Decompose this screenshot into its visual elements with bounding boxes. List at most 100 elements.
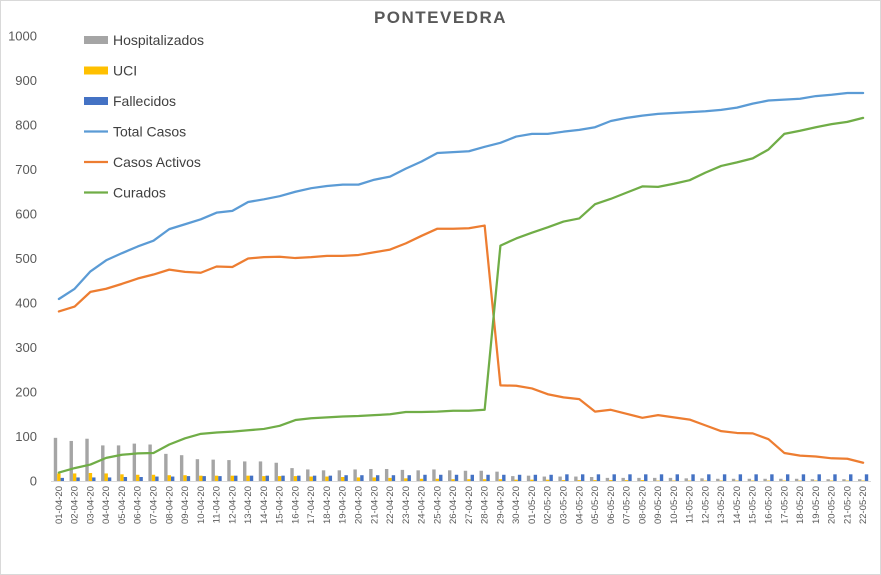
bar-uci: [151, 474, 156, 481]
bar-uci: [561, 480, 566, 481]
bar-hospitalizados: [85, 438, 89, 481]
bar-hospitalizados: [243, 461, 247, 481]
bar-hospitalizados: [101, 445, 105, 481]
bar-uci: [199, 475, 203, 481]
bar-uci: [57, 473, 61, 481]
bar-fallecidos: [312, 475, 317, 481]
x-tick-label: 01-04-20: [54, 486, 65, 524]
x-tick-label: 20-05-20: [827, 486, 838, 524]
bar-fallecidos: [754, 474, 758, 481]
bar-hospitalizados: [116, 445, 121, 481]
bar-uci: [593, 480, 597, 481]
bar-fallecidos: [170, 476, 175, 481]
bar-uci: [88, 472, 93, 481]
x-tick-label: 03-05-20: [559, 486, 570, 524]
x-tick-label: 14-04-20: [259, 486, 270, 524]
bar-uci: [498, 479, 503, 481]
bar-hospitalizados: [479, 470, 483, 481]
bar-uci: [530, 479, 534, 481]
bar-fallecidos: [502, 474, 506, 481]
bar-hospitalizados: [416, 470, 420, 481]
x-tick-label: 28-04-20: [480, 486, 491, 524]
bar-hospitalizados: [810, 479, 815, 481]
line-casos-activos: [57, 224, 865, 464]
y-tick-label: 700: [15, 162, 37, 177]
bar-hospitalizados: [589, 477, 594, 481]
bar-hospitalizados: [321, 470, 326, 481]
bar-hospitalizados: [400, 469, 405, 482]
x-tick-label: 14-05-20: [732, 486, 743, 524]
bar-hospitalizados: [369, 468, 373, 481]
bar-hospitalizados: [542, 476, 547, 481]
x-tick-label: 10-04-20: [196, 486, 207, 524]
line-total-casos: [57, 91, 865, 301]
x-tick-label: 06-04-20: [133, 486, 144, 524]
bar-fallecidos: [107, 477, 112, 481]
x-tick-label: 18-05-20: [795, 486, 806, 524]
bar-fallecidos: [281, 475, 285, 481]
bar-hospitalizados: [227, 460, 231, 481]
bar-uci: [640, 480, 645, 481]
bar-hospitalizados: [211, 459, 215, 481]
x-tick-label: 21-04-20: [369, 486, 380, 524]
legend-label-casos-activos: Casos Activos: [113, 154, 201, 170]
bar-fallecidos: [596, 474, 601, 481]
bar-hospitalizados: [511, 476, 515, 481]
bar-hospitalizados: [148, 444, 152, 481]
x-tick-label: 03-04-20: [85, 486, 96, 524]
legend-swatch-uci: [84, 66, 108, 75]
x-tick-label: 07-05-20: [622, 486, 633, 524]
bar-uci: [277, 476, 282, 481]
bar-fallecidos: [360, 475, 364, 481]
x-tick-label: 04-05-20: [574, 486, 585, 524]
bar-uci: [214, 475, 219, 481]
bar-hospitalizados: [258, 461, 263, 481]
y-tick-label: 600: [15, 207, 37, 222]
bar-hospitalizados: [132, 443, 137, 481]
bar-uci: [120, 474, 124, 481]
bar-fallecidos: [92, 477, 96, 481]
bar-fallecidos: [580, 474, 585, 481]
bar-hospitalizados: [195, 459, 200, 481]
bar-hospitalizados: [668, 477, 673, 481]
bar-hospitalizados: [495, 471, 499, 481]
bar-uci: [246, 475, 250, 481]
bar-hospitalizados: [763, 478, 767, 481]
bar-uci: [341, 477, 345, 481]
bar-uci: [404, 478, 408, 481]
bar-fallecidos: [565, 474, 569, 481]
bar-fallecidos: [533, 474, 538, 481]
bar-fallecidos: [785, 474, 790, 481]
bar-fallecidos: [659, 474, 664, 481]
x-tick-label: 19-05-20: [811, 486, 822, 524]
bar-fallecidos: [817, 474, 821, 481]
x-tick-label: 05-05-20: [590, 486, 601, 524]
bar-fallecidos: [454, 474, 459, 481]
bar-uci: [624, 480, 629, 481]
bar-uci: [467, 479, 471, 481]
line-series-group: [57, 91, 865, 474]
bar-fallecidos: [328, 475, 333, 481]
bar-hospitalizados: [353, 469, 357, 481]
x-tick-label: 22-04-20: [385, 486, 396, 524]
bar-hospitalizados: [432, 469, 436, 481]
x-tick-label: 09-05-20: [653, 486, 664, 524]
bar-fallecidos: [864, 474, 869, 481]
bar-hospitalizados: [164, 453, 168, 481]
x-tick-label: 22-05-20: [858, 486, 869, 524]
bar-uci: [309, 476, 313, 481]
x-tick-label: 10-05-20: [669, 486, 680, 524]
bar-hospitalizados: [526, 475, 531, 481]
bar-fallecidos: [407, 475, 411, 481]
x-tick-label: 15-04-20: [275, 486, 286, 524]
y-tick-label: 400: [15, 296, 37, 311]
bar-fallecidos: [439, 474, 443, 481]
x-tick-label: 04-04-20: [101, 486, 112, 524]
bar-hospitalizados: [826, 479, 830, 481]
bar-hospitalizados: [574, 476, 578, 481]
y-tick-label: 200: [15, 385, 37, 400]
chart-title: PONTEVEDRA: [373, 8, 508, 27]
y-tick-label: 800: [15, 118, 37, 133]
bar-hospitalizados: [337, 470, 342, 481]
bar-uci: [372, 477, 376, 481]
